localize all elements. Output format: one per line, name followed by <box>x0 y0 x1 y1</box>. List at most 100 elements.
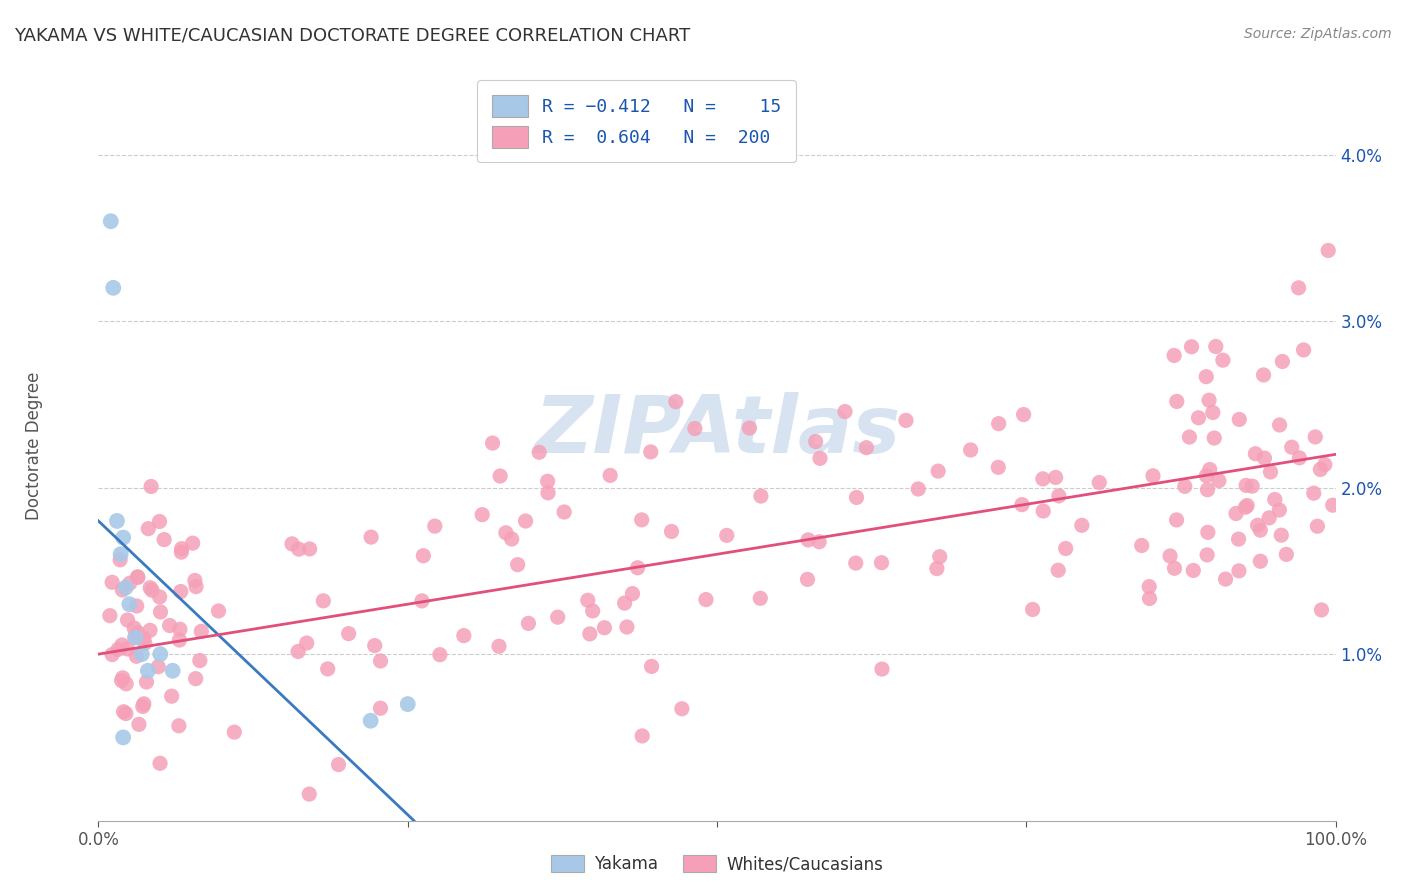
Point <box>287 644 309 658</box>
Point <box>1166 394 1188 409</box>
Point <box>149 605 172 619</box>
Point <box>149 647 172 661</box>
Point <box>100 214 122 228</box>
Point <box>671 702 693 716</box>
Point <box>695 592 717 607</box>
Legend: Yakama, Whites/Caucasians: Yakama, Whites/Caucasians <box>544 848 890 880</box>
Point <box>298 787 321 801</box>
Point <box>1054 541 1077 556</box>
Point <box>527 445 550 459</box>
Point <box>797 533 820 547</box>
Point <box>281 537 304 551</box>
Point <box>118 597 141 611</box>
Point <box>578 627 600 641</box>
Point <box>1208 474 1230 488</box>
Point <box>1288 281 1310 295</box>
Point <box>141 583 163 598</box>
Point <box>115 706 138 721</box>
Point <box>1317 244 1340 258</box>
Point <box>665 394 688 409</box>
Point <box>599 468 621 483</box>
Point <box>481 436 503 450</box>
Point <box>537 486 560 500</box>
Point <box>98 608 121 623</box>
Point <box>149 756 172 771</box>
Point <box>207 604 229 618</box>
Point <box>928 549 950 564</box>
Point <box>1215 572 1237 586</box>
Point <box>1174 479 1197 493</box>
Point <box>489 469 512 483</box>
Point <box>1227 412 1250 426</box>
Point <box>312 594 335 608</box>
Point <box>125 599 148 613</box>
Point <box>316 662 339 676</box>
Point <box>224 725 246 739</box>
Point <box>396 697 419 711</box>
Point <box>640 659 662 673</box>
Point <box>136 664 159 678</box>
Point <box>1070 518 1092 533</box>
Point <box>661 524 683 539</box>
Point <box>1166 513 1188 527</box>
Point <box>1271 354 1294 368</box>
Point <box>1198 462 1220 476</box>
Point <box>429 648 451 662</box>
Point <box>169 633 191 648</box>
Point <box>1088 475 1111 490</box>
Point <box>423 519 446 533</box>
Point <box>501 532 523 546</box>
Point <box>987 460 1010 475</box>
Point <box>124 630 146 644</box>
Point <box>1212 353 1234 368</box>
Point <box>328 757 350 772</box>
Point <box>495 525 517 540</box>
Point <box>111 638 134 652</box>
Point <box>1258 511 1281 525</box>
Point <box>115 677 138 691</box>
Point <box>360 530 382 544</box>
Point <box>1011 498 1033 512</box>
Point <box>184 672 207 686</box>
Point <box>1268 417 1291 432</box>
Point <box>1246 518 1268 533</box>
Point <box>640 445 662 459</box>
Y-axis label: Doctorate Degree: Doctorate Degree <box>25 372 42 520</box>
Point <box>517 616 540 631</box>
Point <box>808 451 831 466</box>
Point <box>1197 548 1219 562</box>
Text: YAKAMA VS WHITE/CAUCASIAN DOCTORATE DEGREE CORRELATION CHART: YAKAMA VS WHITE/CAUCASIAN DOCTORATE DEGR… <box>14 27 690 45</box>
Point <box>117 642 139 657</box>
Point <box>738 421 761 435</box>
Point <box>1195 369 1218 384</box>
Point <box>139 479 162 493</box>
Point <box>1198 393 1220 408</box>
Point <box>169 622 191 636</box>
Point <box>111 671 134 685</box>
Point <box>128 717 150 731</box>
Point <box>855 441 877 455</box>
Point <box>170 541 193 556</box>
Point <box>132 699 155 714</box>
Point <box>188 654 211 668</box>
Point <box>515 514 537 528</box>
Point <box>1227 532 1250 546</box>
Point <box>1204 431 1226 445</box>
Point <box>170 545 193 559</box>
Point <box>1137 580 1160 594</box>
Point <box>184 580 207 594</box>
Point <box>1187 410 1209 425</box>
Point <box>536 475 558 489</box>
Point <box>547 610 569 624</box>
Point <box>1159 549 1181 563</box>
Point <box>716 528 738 542</box>
Point <box>149 590 172 604</box>
Point <box>1197 483 1219 497</box>
Point <box>1045 470 1067 484</box>
Point <box>1268 503 1291 517</box>
Point <box>471 508 494 522</box>
Point <box>1021 602 1043 616</box>
Point <box>1292 343 1315 357</box>
Point <box>593 621 616 635</box>
Point <box>125 649 148 664</box>
